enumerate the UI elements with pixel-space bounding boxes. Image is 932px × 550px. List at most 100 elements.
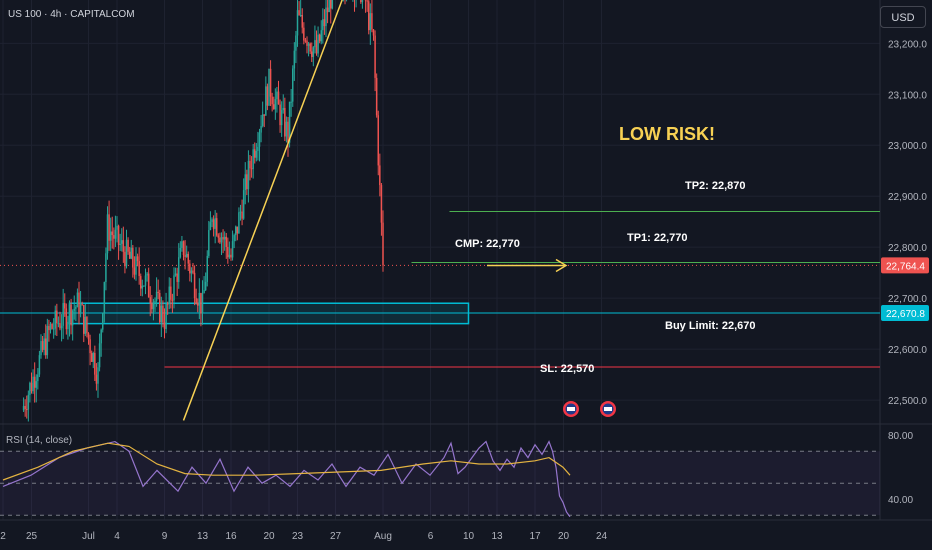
candle-body bbox=[263, 114, 265, 116]
candle-body bbox=[225, 236, 227, 247]
candle-body bbox=[37, 374, 39, 382]
candle-body bbox=[222, 237, 224, 240]
candle-body bbox=[178, 257, 180, 282]
candle-body bbox=[244, 174, 246, 191]
candle-body bbox=[78, 292, 80, 314]
candle-body bbox=[32, 376, 34, 392]
candle-body bbox=[377, 115, 379, 166]
candle-body bbox=[374, 35, 376, 78]
time-tick-label: 10 bbox=[463, 531, 475, 542]
candle-body bbox=[109, 231, 112, 241]
candle-body bbox=[223, 236, 226, 240]
candle-body bbox=[371, 13, 373, 30]
zone-price-tag bbox=[881, 305, 929, 322]
candle-body bbox=[138, 261, 140, 277]
candle-body bbox=[105, 253, 107, 283]
candle-body bbox=[293, 50, 296, 69]
tp1-label: TP1: 22,770 bbox=[627, 232, 688, 244]
last-price-tag-label: 22,764.4 bbox=[886, 261, 925, 272]
candle-body bbox=[98, 343, 101, 368]
candle-body bbox=[27, 394, 30, 410]
candle-body bbox=[89, 339, 91, 354]
candle-body bbox=[67, 321, 69, 330]
candle-body bbox=[130, 247, 132, 259]
candle-body bbox=[247, 160, 250, 190]
time-tick-label: Jul bbox=[82, 531, 95, 542]
candle-body bbox=[190, 270, 193, 274]
candle-body bbox=[127, 239, 129, 252]
buy-limit-label: Buy Limit: 22,670 bbox=[665, 320, 756, 332]
candle-body bbox=[166, 303, 169, 305]
candle-body bbox=[114, 229, 117, 239]
candle-body bbox=[49, 324, 52, 331]
candle-body bbox=[117, 225, 120, 245]
candle-body bbox=[206, 255, 208, 282]
candle-body bbox=[382, 222, 384, 266]
candle-body bbox=[217, 235, 220, 238]
candle-body bbox=[136, 256, 139, 262]
candle-body bbox=[33, 376, 36, 388]
candle-body bbox=[79, 304, 82, 314]
candle-body bbox=[239, 211, 242, 213]
candle-body bbox=[81, 304, 83, 306]
last-price-tag bbox=[881, 257, 929, 274]
candle-body bbox=[113, 235, 115, 239]
candle-body bbox=[299, 14, 302, 16]
candle-body bbox=[83, 305, 85, 334]
candle-body bbox=[95, 374, 98, 384]
candle-body bbox=[181, 241, 183, 248]
candle-body bbox=[369, 13, 372, 31]
annotation-layer bbox=[182, 0, 616, 421]
candle-body bbox=[182, 241, 185, 256]
candle-body bbox=[208, 230, 210, 256]
candle-body bbox=[269, 68, 272, 97]
candle-body bbox=[90, 353, 93, 362]
event-icon-stripe bbox=[604, 407, 612, 411]
candle-body bbox=[108, 214, 110, 241]
candle-body bbox=[146, 273, 148, 276]
candle-body bbox=[292, 68, 294, 102]
candle-body bbox=[361, 0, 364, 3]
candle-body bbox=[87, 333, 90, 340]
candle-body bbox=[35, 381, 37, 388]
grid-lines bbox=[0, 0, 932, 520]
candle-body bbox=[174, 273, 177, 276]
candle-body bbox=[75, 307, 77, 309]
candle-body bbox=[155, 291, 158, 301]
candle-body bbox=[235, 226, 237, 236]
trendline bbox=[182, 0, 343, 421]
candle-body bbox=[326, 7, 329, 13]
rsi-pane bbox=[0, 440, 880, 518]
rsi-tick-label: 40.00 bbox=[888, 495, 913, 506]
price-tick-label: 23,000.0 bbox=[888, 141, 927, 152]
candle-body bbox=[296, 10, 299, 36]
candle-body bbox=[65, 308, 68, 330]
candle-body bbox=[122, 240, 125, 252]
candle-body bbox=[185, 253, 188, 257]
rsi-title: RSI (14, close) bbox=[6, 435, 73, 446]
currency-button[interactable]: USD bbox=[880, 6, 926, 28]
candle-body bbox=[84, 316, 87, 334]
price-tick-label: 23,100.0 bbox=[888, 90, 927, 101]
candle-body bbox=[128, 251, 131, 259]
candle-body bbox=[168, 286, 170, 305]
candle-body bbox=[103, 282, 106, 314]
candle-body bbox=[372, 29, 375, 36]
candle-body bbox=[100, 329, 102, 344]
axes: 22,500.0 22,600.0 22,700.0 22,800.0 22,900.0… bbox=[0, 39, 932, 542]
candle-body bbox=[176, 273, 178, 282]
time-tick-label: 9 bbox=[162, 531, 168, 542]
candle-body bbox=[141, 285, 144, 289]
candle-body bbox=[51, 324, 53, 329]
candle-body bbox=[135, 256, 137, 275]
candle-body bbox=[287, 121, 289, 143]
candle-body bbox=[149, 297, 151, 304]
candle-body bbox=[165, 303, 167, 329]
support-zone-box bbox=[68, 302, 470, 325]
candle-body bbox=[307, 43, 310, 46]
candle-body bbox=[40, 341, 42, 356]
candle-body bbox=[323, 19, 326, 27]
candle-body bbox=[211, 219, 213, 223]
candle-body bbox=[203, 290, 205, 294]
